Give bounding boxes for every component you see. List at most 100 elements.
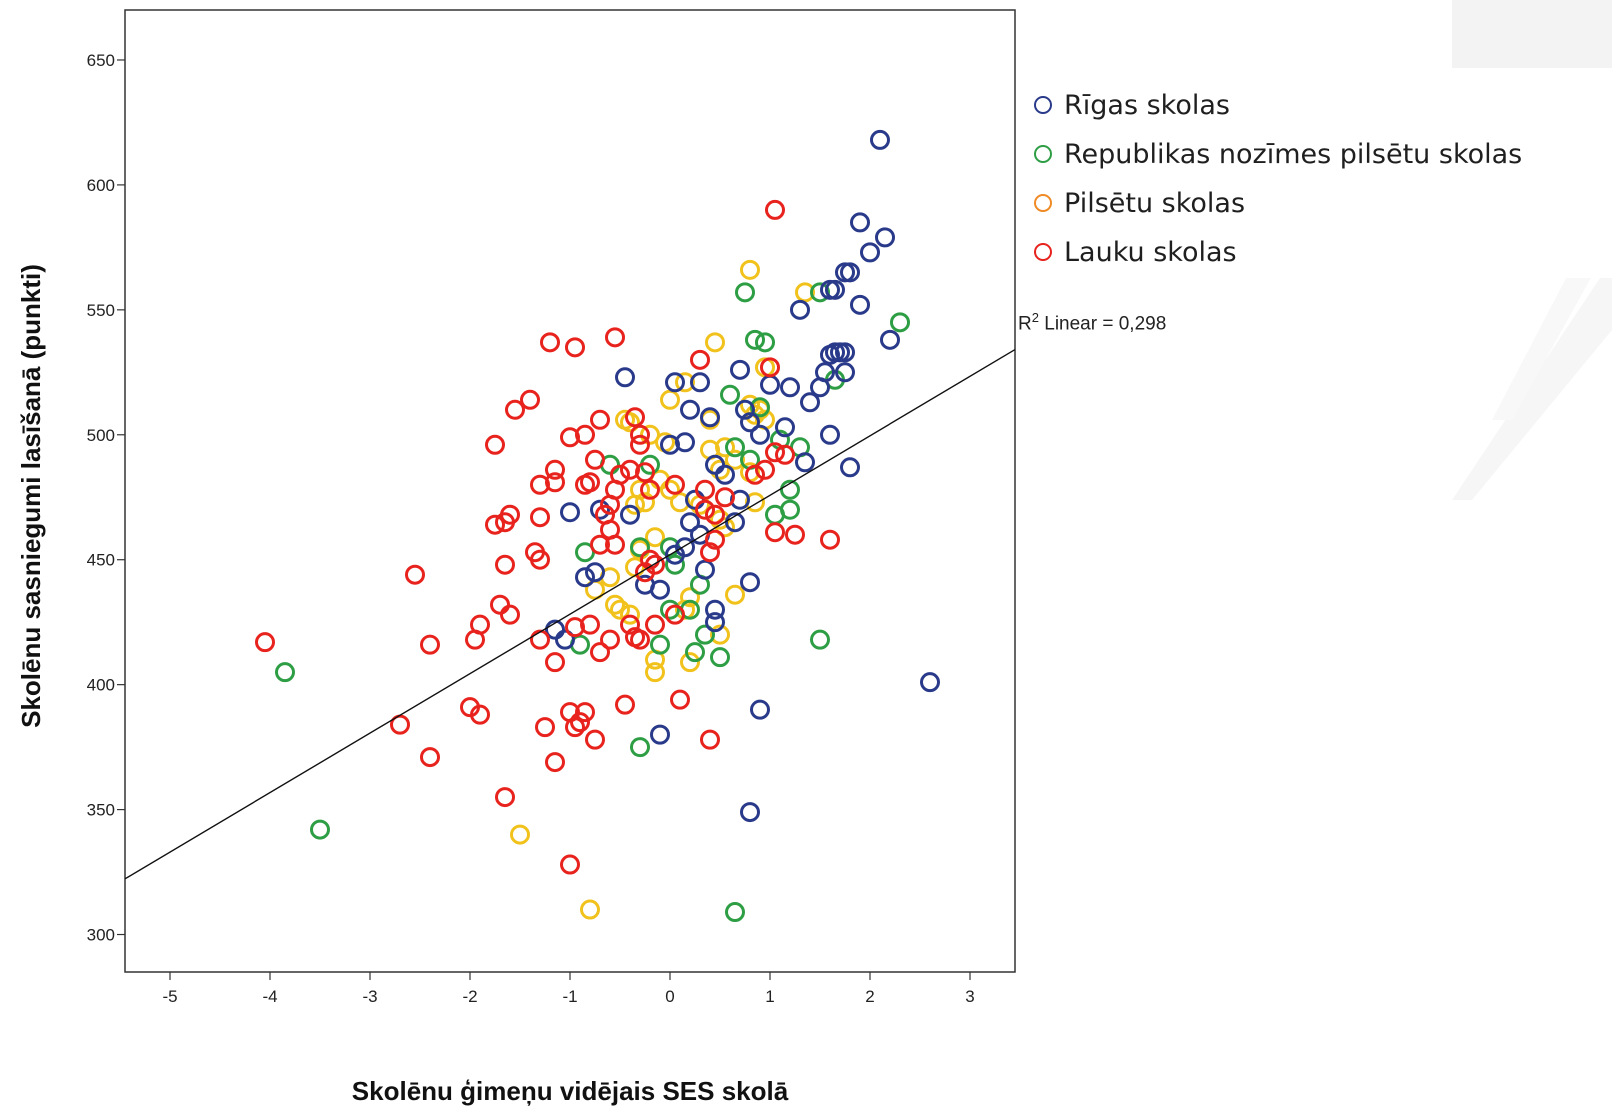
data-point: [560, 502, 580, 523]
data-point: [660, 434, 680, 455]
x-tick-label: 3: [965, 987, 974, 1006]
data-point: [665, 554, 685, 575]
plot-area: [124, 9, 1016, 973]
data-point: [495, 554, 515, 575]
data-point: [685, 642, 705, 663]
data-point: [530, 507, 550, 528]
data-point: [790, 299, 810, 320]
data-point: [840, 457, 860, 478]
data-point: [680, 652, 700, 673]
data-point: [780, 479, 800, 500]
data-point: [720, 384, 740, 405]
data-point: [645, 527, 665, 548]
data-point: [860, 242, 880, 263]
data-point: [640, 479, 660, 500]
data-point: [560, 854, 580, 875]
data-point: [890, 312, 910, 333]
data-point: [745, 492, 765, 513]
data-point: [575, 567, 595, 588]
data-point: [725, 449, 745, 470]
data-point: [570, 712, 590, 733]
y-axis-label: Skolēnu sasniegumi lasīšanā (punkti): [16, 264, 46, 728]
data-point: [540, 332, 560, 353]
data-point: [710, 647, 730, 668]
legend-marker-icon: [1034, 145, 1052, 163]
data-point: [590, 642, 610, 663]
data-point: [840, 262, 860, 283]
data-point: [850, 294, 870, 315]
data-point: [640, 549, 660, 570]
data-point: [610, 599, 630, 620]
data-point: [405, 564, 425, 585]
data-point: [705, 599, 725, 620]
data-point: [585, 729, 605, 750]
data-point: [700, 729, 720, 750]
data-point: [530, 474, 550, 495]
data-point: [725, 584, 745, 605]
data-point: [545, 652, 565, 673]
data-point: [810, 629, 830, 650]
data-point: [620, 459, 640, 480]
data-point: [535, 717, 555, 738]
data-point: [495, 512, 515, 533]
data-point: [545, 459, 565, 480]
data-point: [695, 624, 715, 645]
data-point: [630, 434, 650, 455]
data-point: [750, 699, 770, 720]
data-point: [520, 389, 540, 410]
data-point: [745, 329, 765, 350]
r2-text: Linear = 0,298: [1038, 313, 1167, 335]
legend-marker-icon: [1034, 96, 1052, 114]
data-point: [555, 629, 575, 650]
data-point: [690, 349, 710, 370]
data-point: [740, 412, 760, 433]
data-point: [625, 494, 645, 515]
data-point: [820, 529, 840, 550]
x-tick-label: -5: [162, 987, 177, 1006]
data-point: [645, 614, 665, 635]
data-point: [715, 487, 735, 508]
data-point: [620, 614, 640, 635]
data-point: [615, 367, 635, 388]
data-point: [680, 399, 700, 420]
data-point: [670, 492, 690, 513]
data-point: [700, 542, 720, 563]
data-point: [825, 279, 845, 300]
legend-label: Pilsētu skolas: [1064, 187, 1246, 219]
data-point: [775, 444, 795, 465]
data-point: [760, 357, 780, 378]
data-point: [650, 634, 670, 655]
data-point: [495, 787, 515, 808]
data-point: [590, 534, 610, 555]
y-tick-label: 600: [87, 176, 115, 195]
x-tick-label: 2: [865, 987, 874, 1006]
legend: Rīgas skolas Republikas nozīmes pilsētu …: [1022, 68, 1612, 278]
data-point: [490, 594, 510, 615]
data-point: [420, 634, 440, 655]
data-point: [725, 437, 745, 458]
y-tick-label: 500: [87, 426, 115, 445]
data-point: [870, 129, 890, 150]
r2-sup: 2: [1031, 310, 1039, 325]
data-point: [665, 544, 685, 565]
legend-item-lauku: Lauku skolas: [1034, 230, 1237, 274]
y-tick-label: 300: [87, 926, 115, 945]
r2-prefix: R: [1018, 313, 1032, 335]
legend-marker-icon: [1034, 243, 1052, 261]
data-point: [735, 399, 755, 420]
x-tick-label: 0: [665, 987, 674, 1006]
data-point: [880, 329, 900, 350]
data-point: [740, 802, 760, 823]
data-point: [755, 459, 775, 480]
data-point: [575, 702, 595, 723]
data-point: [920, 672, 940, 693]
x-tick-label: -2: [462, 987, 477, 1006]
legend-label: Lauku skolas: [1064, 236, 1237, 268]
data-point: [665, 604, 685, 625]
data-point: [755, 332, 775, 353]
data-point: [800, 392, 820, 413]
data-point: [605, 534, 625, 555]
data-point: [750, 397, 770, 418]
data-point: [745, 464, 765, 485]
data-point: [835, 362, 855, 383]
